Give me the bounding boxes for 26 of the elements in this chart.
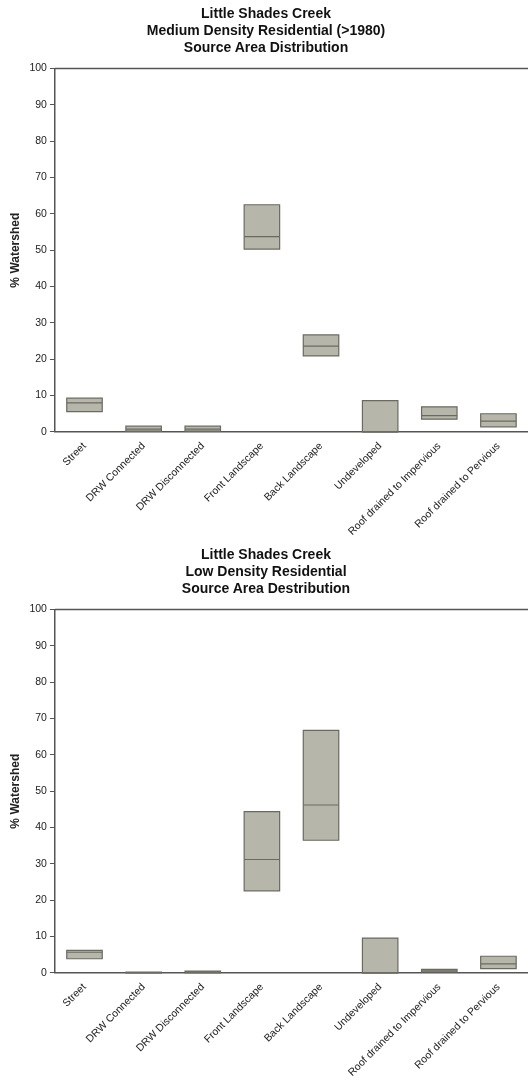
y-tick-label: 90 <box>35 97 48 110</box>
y-tick-label: 100 <box>29 61 48 74</box>
y-tick-label: 60 <box>35 747 48 760</box>
y-tick-label: 60 <box>35 206 48 219</box>
y-tick-label: 80 <box>35 134 48 146</box>
y-tick-label: 50 <box>35 784 48 797</box>
y-tick-label: 0 <box>41 965 48 978</box>
y-tick-label: 30 <box>35 856 48 869</box>
y-axis-title: % Watershed <box>7 753 22 829</box>
y-tick-label: 30 <box>35 315 48 328</box>
y-tick-label: 80 <box>35 675 48 687</box>
y-tick-label: 70 <box>35 170 48 183</box>
y-tick-label: 10 <box>35 388 48 401</box>
y-tick-label: 40 <box>35 279 48 292</box>
y-tick-label: 70 <box>35 711 48 724</box>
y-tick-label: 90 <box>35 638 48 651</box>
chart-title: Little Shades Creek Low Density Residential Source Area Destribution <box>181 546 351 596</box>
y-tick-label: 20 <box>35 893 48 906</box>
y-tick-label: 0 <box>41 424 48 437</box>
y-tick-label: 40 <box>35 820 48 833</box>
y-tick-label: 100 <box>29 602 48 615</box>
y-tick-label: 50 <box>35 243 48 256</box>
y-axis-title: % Watershed <box>7 212 22 288</box>
y-tick-label: 10 <box>35 929 48 942</box>
chart-title: Little Shades Creek Medium Density Residential (>1980) Source Area Distribution <box>146 5 386 55</box>
y-tick-label: 20 <box>35 352 48 365</box>
